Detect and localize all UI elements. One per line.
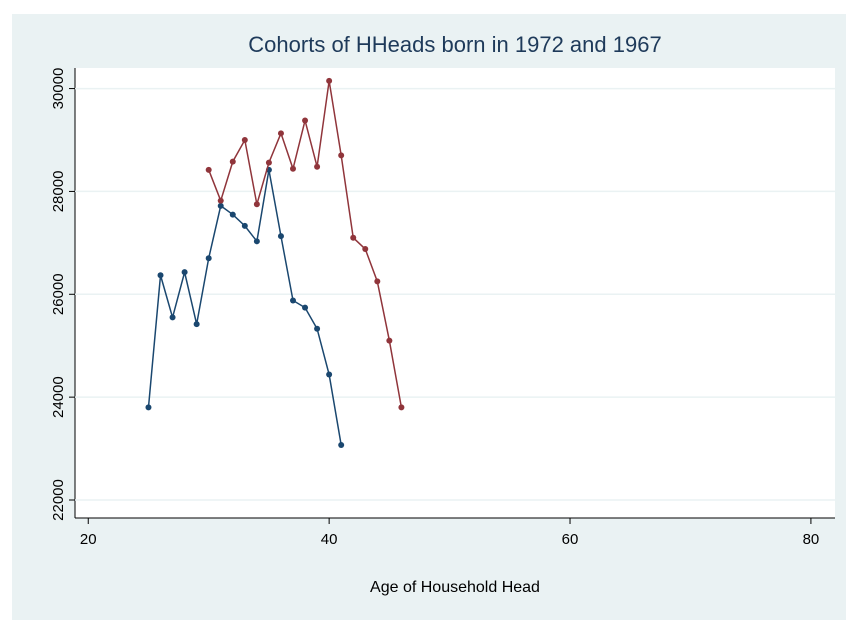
y-tick-label: 22000 bbox=[50, 479, 67, 521]
point bbox=[229, 158, 236, 165]
point bbox=[398, 404, 405, 411]
x-axis-label: Age of Household Head bbox=[370, 579, 540, 596]
point bbox=[181, 269, 188, 276]
point bbox=[205, 255, 212, 262]
point bbox=[229, 211, 236, 218]
y-tick-label: 30000 bbox=[50, 68, 67, 110]
point bbox=[265, 159, 272, 166]
point bbox=[253, 201, 260, 208]
y-tick-label: 28000 bbox=[50, 171, 67, 213]
point bbox=[338, 152, 345, 159]
point bbox=[241, 222, 248, 229]
chart-title: Cohorts of HHeads born in 1972 and 1967 bbox=[248, 32, 661, 57]
y-tick-label: 24000 bbox=[50, 376, 67, 418]
point bbox=[217, 197, 224, 204]
x-tick-label: 20 bbox=[80, 531, 97, 548]
point bbox=[277, 233, 284, 240]
point bbox=[302, 304, 309, 311]
point bbox=[205, 166, 212, 173]
x-tick-label: 60 bbox=[562, 531, 579, 548]
y-tick-label: 26000 bbox=[50, 273, 67, 315]
point bbox=[386, 337, 393, 344]
point bbox=[290, 297, 297, 304]
point bbox=[326, 371, 333, 378]
point bbox=[241, 137, 248, 143]
point bbox=[362, 246, 369, 253]
point bbox=[314, 163, 321, 170]
point bbox=[277, 130, 284, 137]
x-tick-label: 80 bbox=[803, 531, 820, 548]
point bbox=[217, 202, 224, 209]
point bbox=[193, 321, 200, 328]
point bbox=[314, 325, 321, 332]
point bbox=[157, 272, 164, 279]
point bbox=[145, 404, 152, 411]
point bbox=[374, 278, 381, 285]
point bbox=[350, 234, 357, 241]
point bbox=[338, 441, 345, 448]
x-tick-label: 40 bbox=[321, 531, 338, 548]
point bbox=[290, 165, 297, 172]
point bbox=[169, 314, 176, 321]
point bbox=[326, 77, 333, 84]
point bbox=[253, 238, 260, 245]
point bbox=[302, 117, 309, 124]
